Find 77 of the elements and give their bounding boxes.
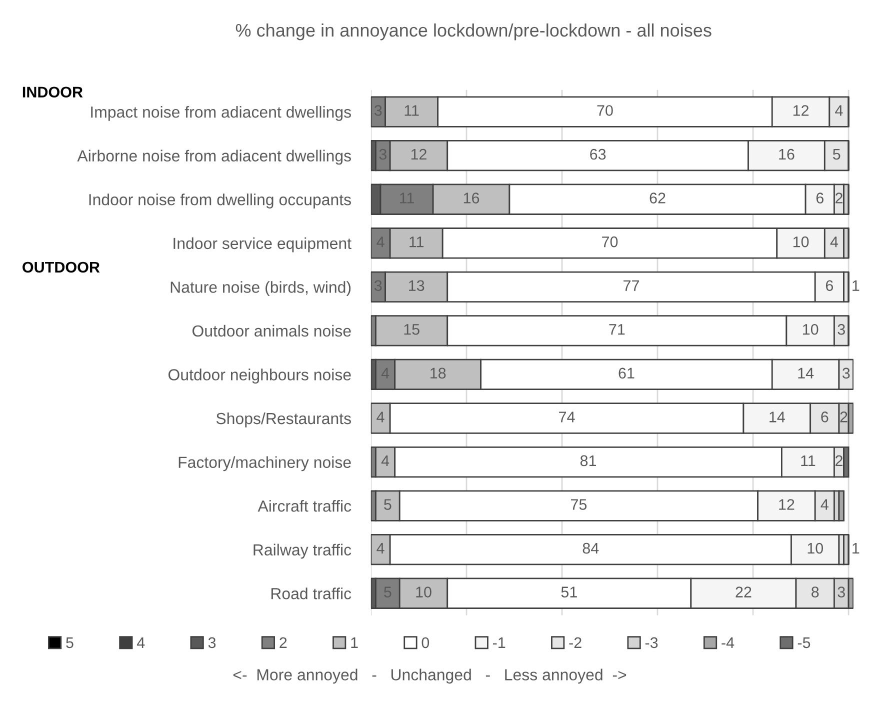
data-label: 6 [826,280,834,292]
data-label: 12 [793,105,809,116]
data-label: 1 [852,280,860,291]
legend-label: 2 [280,637,287,648]
data-label: 63 [590,148,606,160]
data-label: 15 [404,324,420,335]
data-label: 74 [559,412,575,422]
data-label: 16 [779,148,794,160]
data-label: 2 [836,192,842,204]
data-label: 2 [836,455,842,466]
legend-label: -5 [798,637,810,648]
data-label: 70 [597,105,613,116]
data-label: 10 [803,324,818,335]
legend-label: 3 [208,637,216,648]
data-label: 6 [816,192,824,204]
y-tick-label: Railway traffic [254,544,352,559]
y-tick-label: Outdoor neighbours noise [168,368,351,384]
data-label: 81 [580,455,596,466]
data-label: 5 [384,499,392,510]
data-label: 11 [801,455,816,466]
data-label: 4 [820,499,828,510]
data-label: 11 [404,105,419,116]
data-label: 12 [779,499,794,510]
y-tick-label: Road traffic [271,588,352,600]
data-label: 2 [840,412,848,422]
y-tick-label: Shops/Restaurants [216,412,351,428]
data-label: 3 [838,324,845,335]
y-tick-label: Aircraft traffic [258,500,352,512]
data-label: 61 [618,368,634,379]
data-label: 75 [571,499,587,510]
data-label: 4 [376,543,384,554]
y-tick-label: Impact noise from adiacent dwellings [91,106,351,121]
data-label: 14 [798,368,814,378]
data-label: 1 [852,543,860,554]
legend-label: -4 [722,637,734,648]
data-label: 4 [376,412,384,422]
data-label: 16 [464,192,480,204]
legend-label: -2 [569,637,582,648]
chart-title: % change in annoyance lockdown/pre-lockdown - all noises [236,23,712,40]
data-label: 3 [842,368,850,379]
y-tick-label: Nature noise (birds, wind) [170,281,351,296]
y-tick-label: Outdoor animals noise [192,324,351,337]
y-tick-label: Factory/machinery noise [178,456,351,472]
data-label: 6 [821,412,828,422]
legend-label: -1 [492,637,506,648]
data-label: 13 [409,280,424,292]
legend-label: 0 [422,637,430,648]
legend-label: 1 [351,637,358,648]
data-label: 51 [561,586,577,598]
text: INDOOR [22,86,83,98]
data-label: 22 [736,586,752,598]
y-tick-label: Indoor service equipment [174,237,352,252]
text: <- More annoyed - Unchanged - Less annoyed -> [233,668,626,684]
data-label: 11 [410,236,424,248]
data-label: 18 [430,368,446,379]
data-label: 10 [416,586,432,598]
data-label: 70 [602,236,618,248]
data-label: 4 [830,236,838,248]
data-label: 4 [835,105,843,116]
data-label: 14 [770,412,785,422]
data-label: 5 [832,149,840,160]
legend-label: -3 [645,637,658,648]
data-label: 84 [582,542,599,554]
data-label: 12 [411,148,426,160]
legend-label: 4 [136,637,145,648]
data-label: 4 [381,455,390,466]
data-label: 77 [624,280,639,291]
data-label: 8 [812,586,819,598]
legend-label: 5 [66,637,74,648]
text: OUTDOOR [22,262,100,273]
data-label: 10 [808,542,824,554]
data-label: 10 [793,236,809,248]
y-tick-label: Indoor noise from dwelling occupants [89,194,351,208]
data-label: 62 [650,192,666,204]
y-tick-label: Airborne noise from adiacent dwellings [77,150,351,165]
data-label: 3 [838,586,845,598]
data-label: 71 [609,324,625,335]
